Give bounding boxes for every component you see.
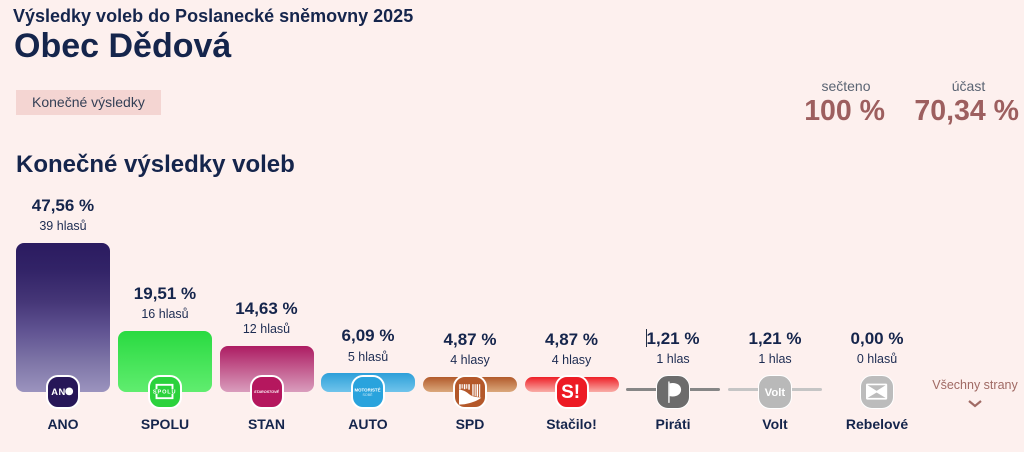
svg-text:SOBĚ: SOBĚ [363, 392, 374, 397]
svg-text:Volt: Volt [765, 387, 786, 399]
svg-text:STAROSTOVÉ: STAROSTOVÉ [253, 389, 279, 394]
svg-text:AN: AN [51, 386, 66, 397]
svg-text:SPOLU: SPOLU [153, 389, 177, 395]
svg-text:S!: S! [561, 382, 580, 403]
svg-text:MOTORISTÉ: MOTORISTÉ [354, 388, 380, 393]
